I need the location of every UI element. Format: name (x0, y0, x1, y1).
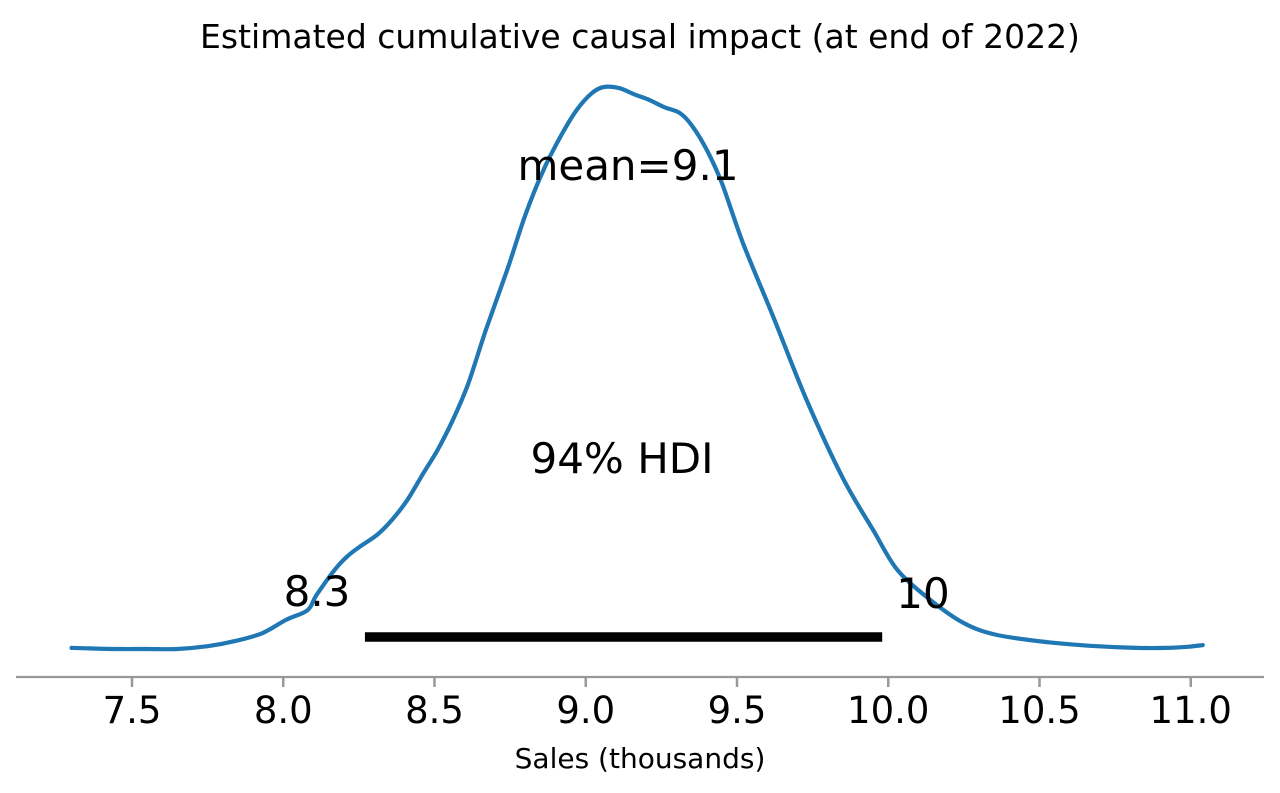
x-tick-label: 10.5 (998, 689, 1081, 732)
x-axis-label: Sales (thousands) (514, 742, 766, 775)
x-tick-label: 10.0 (847, 689, 930, 732)
x-tick-label: 9.0 (556, 689, 616, 732)
chart-title: Estimated cumulative causal impact (at e… (200, 17, 1080, 56)
x-tick-label: 8.5 (405, 689, 464, 732)
x-tick-label: 8.0 (253, 689, 313, 732)
hdi-probability-annotation: 94% HDI (530, 434, 714, 483)
kde-density-curve (69, 84, 1205, 652)
x-tick-label: 7.5 (102, 689, 162, 732)
hdi-upper-bound-label: 10 (896, 569, 950, 618)
x-tick-label: 9.5 (707, 689, 767, 732)
hdi-lower-bound-label: 8.3 (283, 567, 351, 616)
mean-annotation: mean=9.1 (517, 141, 739, 190)
x-tick-label: 11.0 (1149, 689, 1232, 732)
